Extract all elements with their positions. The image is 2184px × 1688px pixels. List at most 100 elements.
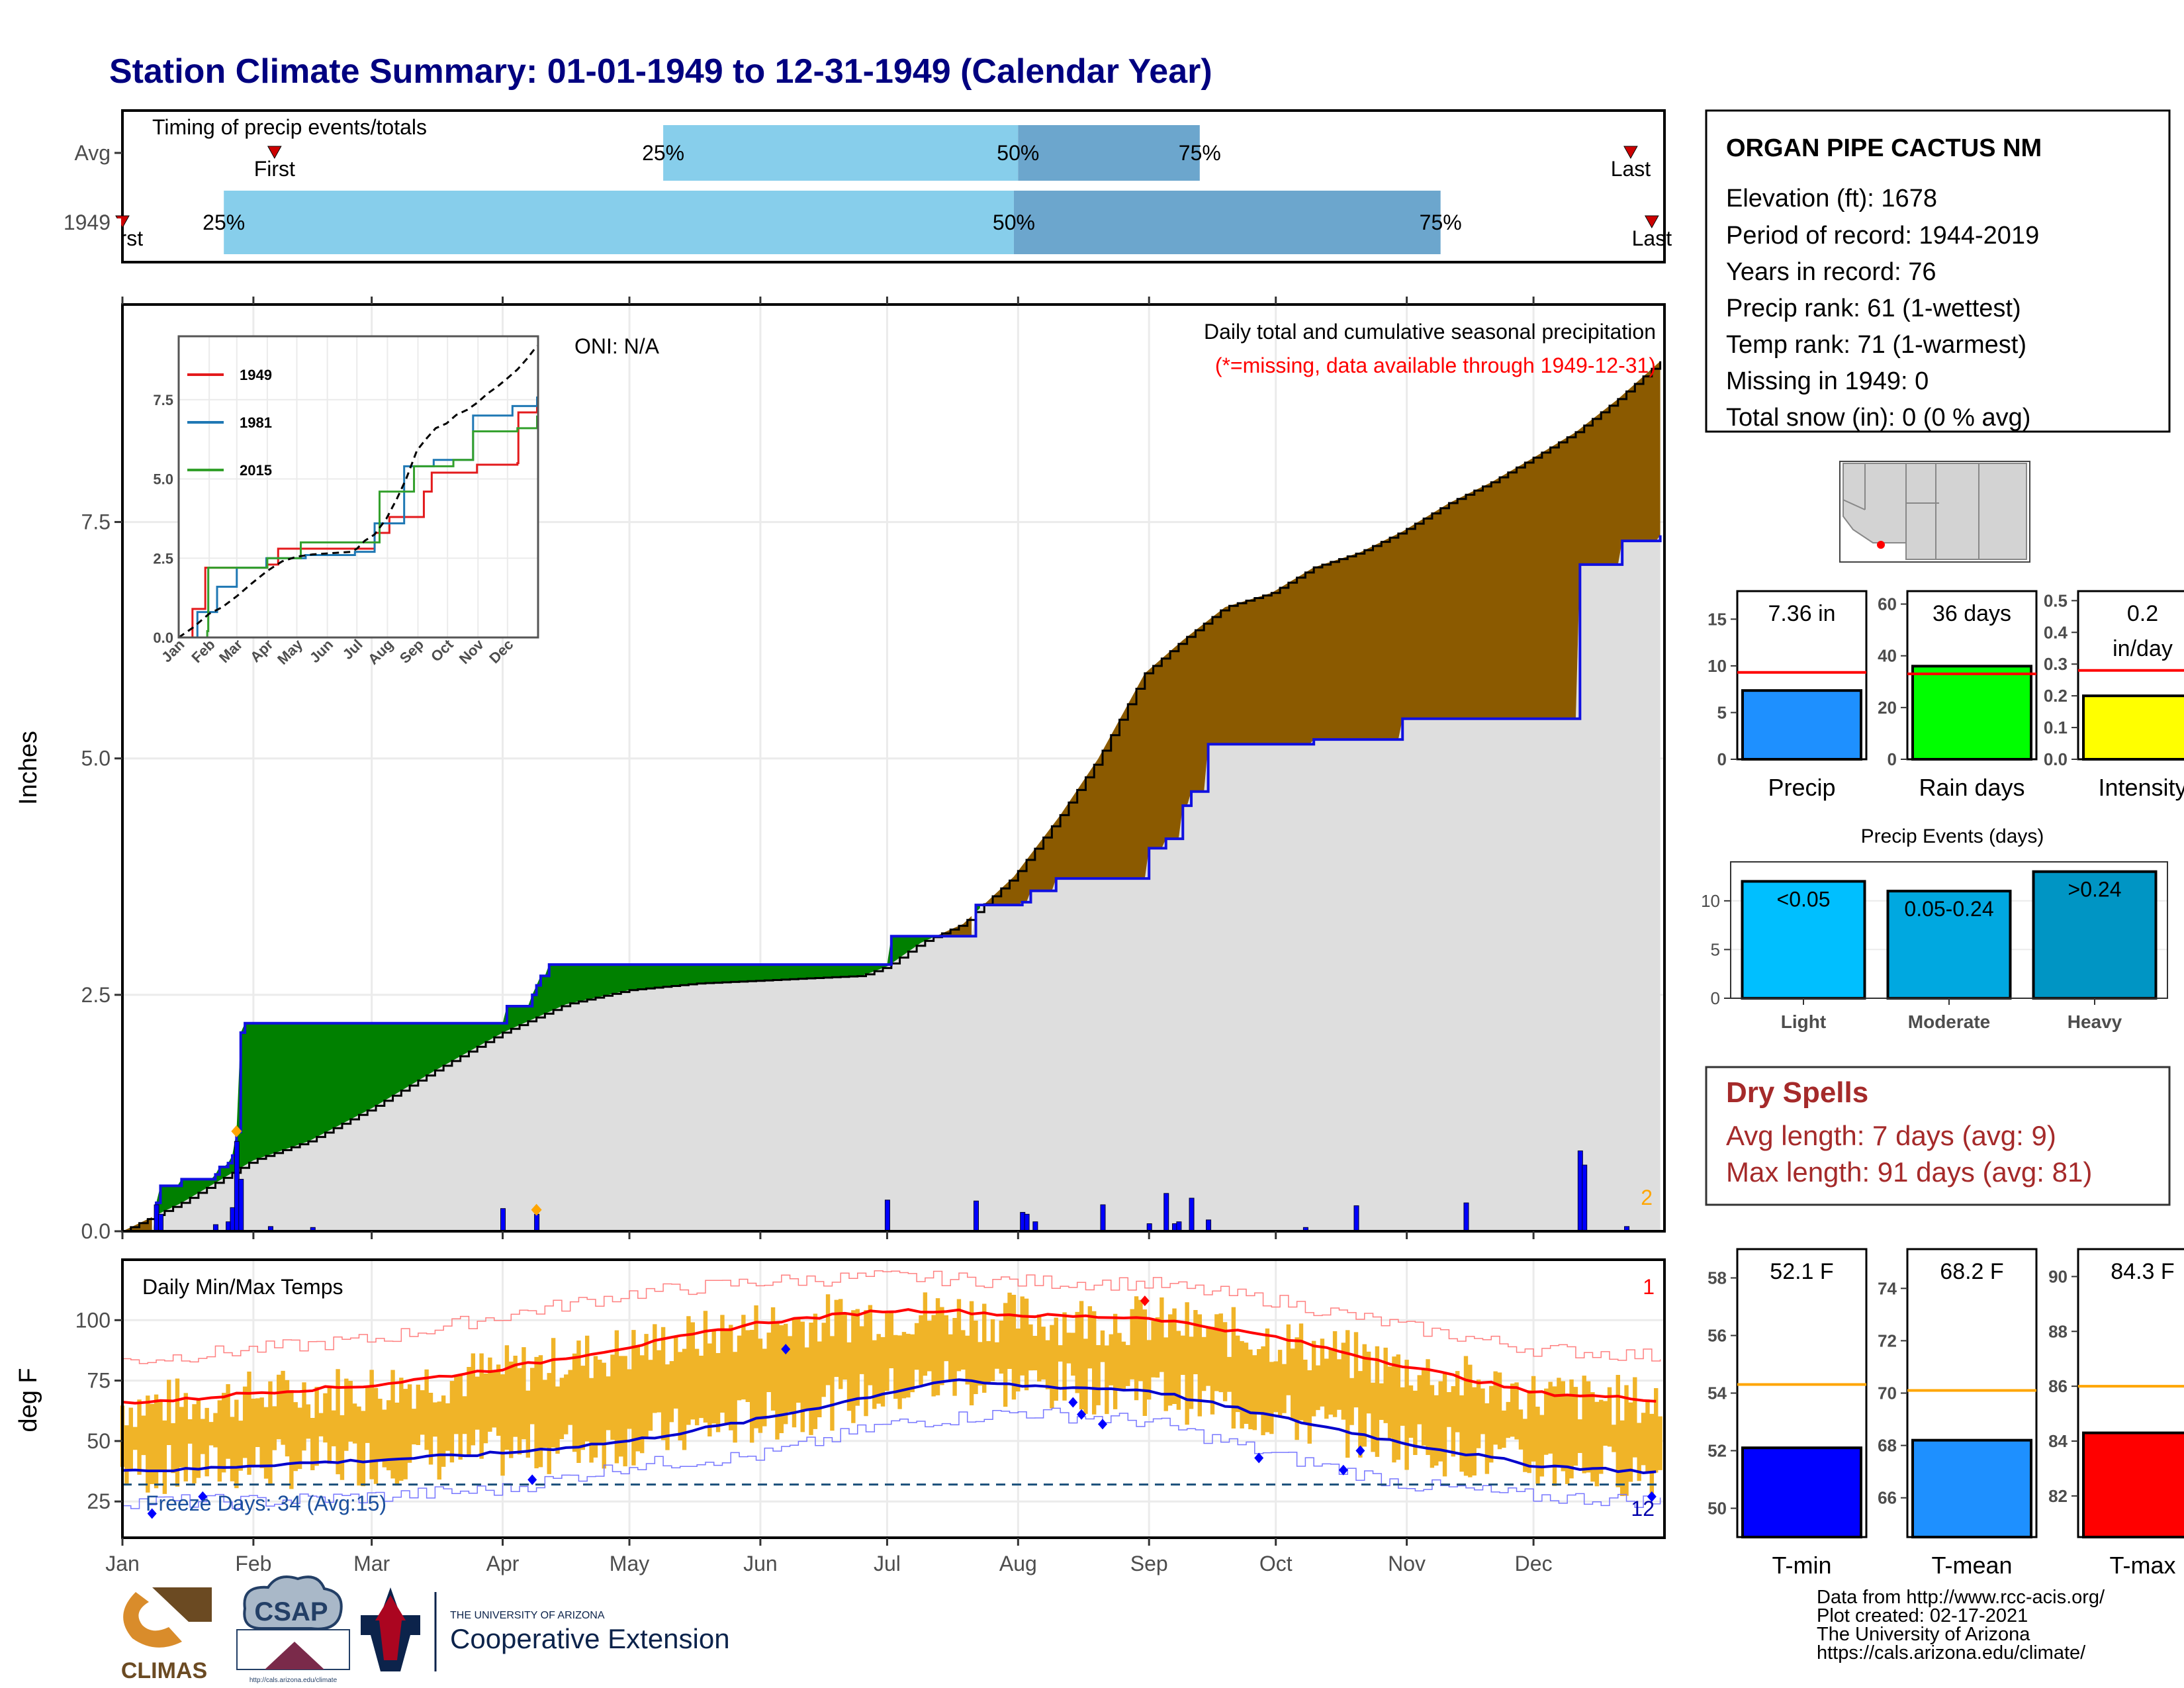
daily-precip-bar [534,1213,540,1232]
events-bar-label: 0.05-0.24 [1904,897,1993,921]
timing-left-mask [0,218,121,258]
precip-stat-ytick-label: 10 [1707,656,1727,676]
ua-logo: THE UNIVERSITY OF ARIZONA Cooperative Ex… [361,1587,730,1671]
first-label: First [254,157,295,181]
tmin-stat-ytick-label: 52 [1707,1441,1727,1461]
footer-credits: Data from http://www.rcc-acis.org/ Plot … [1817,1587,2105,1664]
precip-ytick-label: 7.5 [81,510,111,534]
timing-bar-25-50 [224,191,1014,254]
intensity-stat-bar [2082,694,2184,761]
record-marker [1077,1409,1087,1420]
station-info-box: ORGAN PIPE CACTUS NM Elevation (ft): 167… [1705,109,2171,433]
climas-emblem [123,1592,182,1648]
tmin-stat-bar [1741,1446,1862,1538]
csap-logo: CSAP http://cals.arizona.edu/climate [236,1575,350,1684]
tmin-stat-axis-label: T-min [1772,1552,1832,1579]
ua-big-text: Cooperative Extension [450,1623,730,1654]
timing-row-label: 1949 [64,211,111,234]
tmean-stat-value-label: 68.2 F [1940,1259,2003,1284]
precip-ytick-label: 2.5 [81,983,111,1007]
timing-bar-50-75 [1013,191,1441,254]
temp-ytick-label: 50 [87,1429,111,1453]
freeze-days-label: Freeze Days: 34 (Avg:15) [146,1491,387,1515]
record-marker [1338,1464,1348,1476]
month-label-may: May [610,1552,649,1575]
climas-text: CLIMAS [121,1658,207,1683]
tmean-stat-ytick-label: 66 [1878,1488,1897,1508]
precip-stat-ytick-label: 15 [1707,609,1727,629]
temp-ytick-label: 100 [75,1308,111,1332]
precip-stat-bar [1741,689,1862,761]
temp-ytick-label: 75 [87,1369,111,1393]
precip-1949-line [122,535,1662,1233]
events-ytick-label: 0 [1711,988,1720,1008]
record-min-line [122,1407,1661,1509]
intensity-stat-value-label-2: in/day [2113,636,2173,661]
precip-count-label: 2 [1641,1186,1653,1209]
intensity-stat-ytick-label: 0.2 [2044,686,2068,706]
month-label-oct: Oct [1259,1552,1293,1575]
rain-days-stat-value-label: 36 days [1933,601,2011,626]
events-bar-heavy [2032,870,2158,1000]
inset-legend-label: 1981 [240,414,272,431]
ua-small-text: THE UNIVERSITY OF ARIZONA [450,1610,605,1621]
tmax-stat-ytick-label: 82 [2048,1486,2068,1506]
record-marker [1254,1452,1264,1464]
timing-p75-label: 75% [1179,141,1221,165]
month-label-jan: Jan [105,1552,140,1575]
daily-precip-bar [1024,1213,1030,1232]
month-label-feb: Feb [235,1552,271,1575]
daily-precip-bar [1582,1164,1588,1232]
station-location-marker [1877,541,1885,549]
precip-ytick-label: 5.0 [81,747,111,771]
precip-events-panel: Precip Events (days) 0 5 10 <0.05 Light 0.05-… [1701,825,2168,1032]
precip-subtitle: (*=missing, data available through 1949-… [1215,353,1656,377]
record-marker [1097,1419,1107,1430]
daily-precip-bar [1176,1221,1182,1232]
station-line-precip-rank: Precip rank: 61 (1-wettest) [1726,295,2021,322]
month-label-dec: Dec [1515,1552,1553,1575]
intensity-stat-ytick-label: 0.4 [2044,622,2068,642]
temp-ylabel: deg F [15,1368,42,1432]
timing-p50-label: 50% [993,211,1035,234]
csap-mountain [265,1642,324,1669]
tmin-stat-ytick-label: 54 [1707,1383,1727,1403]
intensity-stat-ytick-label: 0.3 [2044,654,2068,674]
precip-base-area [122,535,1661,1231]
dry-spells-avg: Avg length: 7 days (avg: 9) [1726,1120,2056,1151]
inset-border [177,335,539,639]
station-box-frame [1705,109,2171,433]
events-category-label: Light [1781,1011,1826,1032]
record-marker [527,1474,537,1485]
map-state-borders [1843,463,2026,559]
snow-marker [531,1203,542,1216]
record-max-line [122,1270,1661,1364]
month-label-jul: Jul [874,1552,901,1575]
precip-stat-axis-label: Precip [1768,774,1835,801]
timing-p75-label: 75% [1420,211,1462,234]
timing-row-label: Avg [74,141,111,165]
csap-url: http://cals.arizona.edu/climate [250,1677,338,1684]
tmax-stat-ytick-label: 88 [2048,1321,2068,1341]
record-marker [781,1344,791,1355]
tmax-stat-ytick-label: 86 [2048,1376,2068,1396]
events-bar-label: <0.05 [1777,887,1831,911]
rain-days-stat-ytick-label: 20 [1878,698,1897,718]
inset-legend-label: 1949 [240,367,272,383]
timing-p25-label: 25% [642,141,684,165]
record-marker [1647,1491,1657,1502]
avg-min-line [122,1378,1657,1475]
daily-precip-bar [1463,1202,1469,1232]
precip-ytick-label: 0.0 [81,1219,111,1243]
snow-marker [231,1125,242,1137]
rain-days-stat-ytick-label: 40 [1878,646,1897,666]
daily-precip-bar [158,1213,163,1232]
events-ytick-label: 5 [1711,939,1720,959]
precip-stat-value-label: 7.36 in [1768,601,1835,626]
station-line-years: Years in record: 76 [1726,258,1936,286]
inset-ytick-label: 7.5 [153,392,173,408]
avg-max-line [122,1308,1657,1405]
month-label-sep: Sep [1130,1552,1168,1575]
temp-panel: 25 50 75 100 Jan Feb Mar Apr May Jun Jul Aug Sep Oct N… [15,1258,1666,1575]
tmin-stat-value-label: 52.1 F [1770,1259,1833,1284]
